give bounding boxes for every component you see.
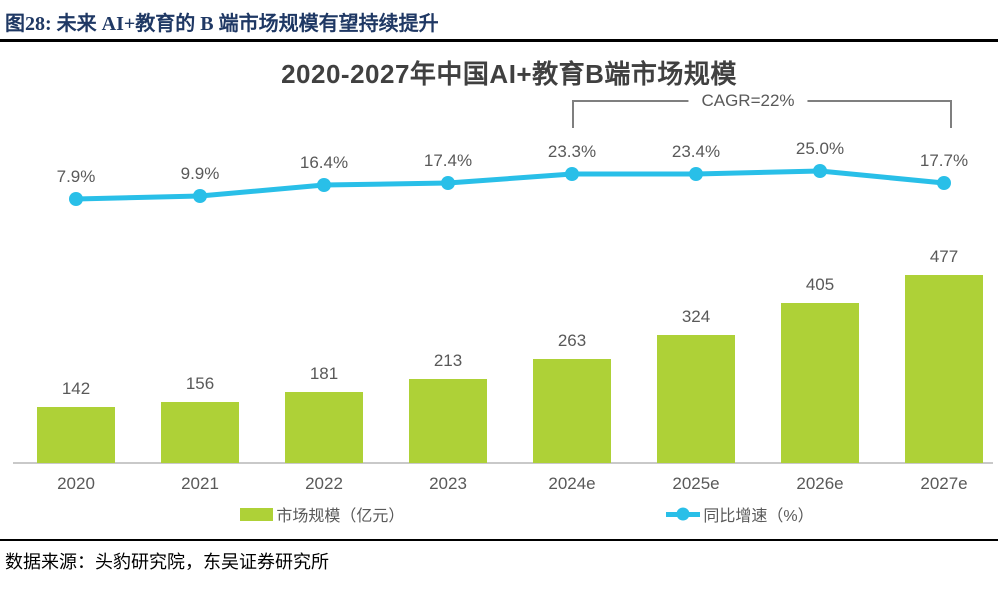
line-value-label-2024e: 23.3% bbox=[547, 142, 597, 161]
line-value-label-2021: 9.9% bbox=[180, 164, 220, 183]
bar-2022 bbox=[285, 392, 363, 463]
line-value-label-2026e: 25.0% bbox=[795, 139, 845, 158]
bar-value-label-2026e: 405 bbox=[805, 275, 835, 294]
bar-value-label-2022: 181 bbox=[309, 364, 339, 383]
legend-item-market-size: 市场规模（亿元） bbox=[240, 502, 404, 526]
x-axis-label-2021: 2021 bbox=[181, 474, 219, 493]
line-value-label-2027e: 17.7% bbox=[919, 151, 969, 170]
line-value-label-2022: 16.4% bbox=[299, 153, 349, 172]
x-axis-label-2020: 2020 bbox=[57, 474, 95, 493]
bar-2027e bbox=[905, 275, 983, 463]
chart-title: 2020-2027年中国AI+教育B端市场规模 bbox=[281, 59, 737, 89]
legend-label-market-size: 市场规模（亿元） bbox=[276, 508, 405, 525]
x-axis-label-2022: 2022 bbox=[305, 474, 343, 493]
line-swatch-icon bbox=[666, 507, 701, 521]
bar-2020 bbox=[37, 407, 115, 463]
x-axis-label-2024e: 2024e bbox=[548, 474, 596, 493]
line-dot-icon bbox=[676, 507, 690, 521]
x-axis-label-2026e: 2026e bbox=[796, 474, 844, 493]
legend-label-growth-rate: 同比增速（%） bbox=[703, 508, 814, 525]
x-axis-line bbox=[13, 462, 993, 464]
chart-legend: 市场规模（亿元） 同比增速（%） bbox=[0, 502, 998, 526]
figure-caption: 图28: 未来 AI+教育的 B 端市场规模有望持续提升 bbox=[5, 13, 439, 35]
bar-2026e bbox=[781, 303, 859, 463]
bar-value-label-2020: 142 bbox=[61, 379, 91, 398]
cagr-bracket-right-tick bbox=[950, 100, 952, 128]
bar-2024e bbox=[533, 359, 611, 463]
bar-value-label-2027e: 477 bbox=[929, 247, 959, 266]
bar-2023 bbox=[409, 379, 487, 463]
bar-2025e bbox=[657, 335, 735, 463]
cagr-label: CAGR=22% bbox=[688, 91, 808, 111]
x-axis-label-2027e: 2027e bbox=[920, 474, 968, 493]
cagr-bracket-left-tick bbox=[572, 100, 574, 128]
bar-value-label-2024e: 263 bbox=[557, 331, 587, 350]
bar-swatch-icon bbox=[240, 507, 274, 521]
x-axis-label-2023: 2023 bbox=[429, 474, 467, 493]
x-axis-label-2025e: 2025e bbox=[672, 474, 720, 493]
legend-item-growth-rate: 同比增速（%） bbox=[666, 502, 814, 526]
bar-2021 bbox=[161, 402, 239, 463]
line-value-label-2025e: 23.4% bbox=[671, 142, 721, 161]
line-value-label-2020: 7.9% bbox=[56, 167, 96, 186]
bar-value-label-2025e: 324 bbox=[681, 307, 711, 326]
bar-value-label-2023: 213 bbox=[433, 351, 463, 370]
data-source-note: 数据来源：头豹研究院，东吴证券研究所 bbox=[5, 552, 329, 572]
bottom-divider bbox=[0, 539, 998, 541]
line-value-label-2023: 17.4% bbox=[423, 151, 473, 170]
top-divider bbox=[0, 39, 998, 42]
bar-value-label-2021: 156 bbox=[185, 374, 215, 393]
